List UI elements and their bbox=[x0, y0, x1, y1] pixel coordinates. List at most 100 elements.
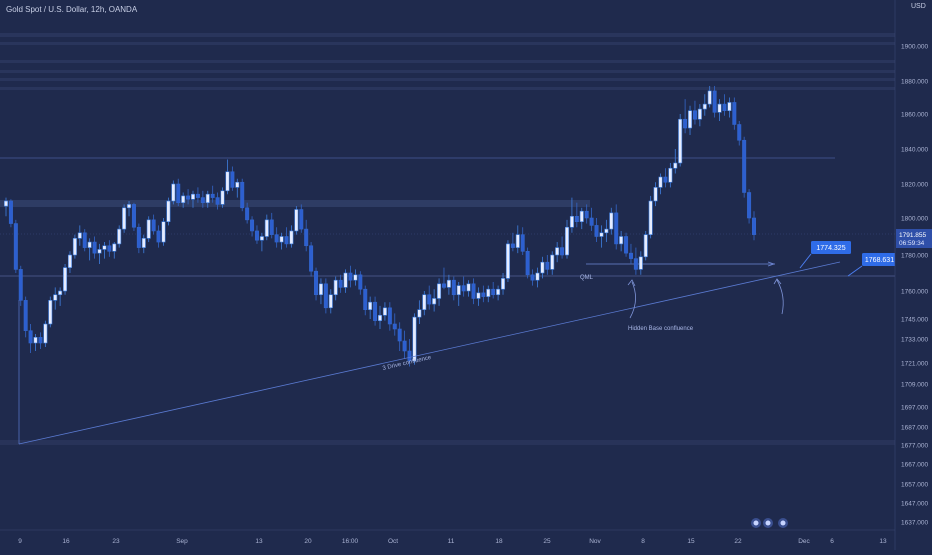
currency-label[interactable]: USD bbox=[911, 3, 926, 10]
candle[interactable] bbox=[505, 240, 510, 282]
candle[interactable] bbox=[402, 330, 407, 359]
candle[interactable] bbox=[550, 251, 555, 275]
candle[interactable] bbox=[72, 234, 77, 259]
candle[interactable] bbox=[191, 190, 196, 208]
candle[interactable] bbox=[427, 285, 432, 310]
candle[interactable] bbox=[525, 247, 530, 279]
candle[interactable] bbox=[441, 267, 446, 290]
candle[interactable] bbox=[589, 207, 594, 231]
candle[interactable] bbox=[604, 219, 609, 243]
candle[interactable] bbox=[63, 264, 68, 295]
candle[interactable] bbox=[609, 207, 614, 235]
candle[interactable] bbox=[481, 285, 486, 303]
candle[interactable] bbox=[43, 320, 48, 347]
candle[interactable] bbox=[377, 305, 382, 329]
candle[interactable] bbox=[53, 287, 58, 310]
candle[interactable] bbox=[530, 269, 535, 286]
candle[interactable] bbox=[407, 339, 412, 367]
candle[interactable] bbox=[117, 225, 122, 248]
candle[interactable] bbox=[707, 85, 712, 108]
candle[interactable] bbox=[38, 332, 43, 349]
candle[interactable] bbox=[299, 204, 304, 233]
candle[interactable] bbox=[156, 225, 161, 248]
trendline[interactable] bbox=[18, 261, 841, 445]
candle[interactable] bbox=[171, 180, 176, 205]
candle[interactable] bbox=[732, 97, 737, 130]
candle[interactable] bbox=[535, 267, 540, 288]
candle[interactable] bbox=[717, 99, 722, 121]
candle[interactable] bbox=[540, 256, 545, 279]
candle[interactable] bbox=[737, 121, 742, 146]
candle[interactable] bbox=[697, 104, 702, 127]
candle[interactable] bbox=[48, 296, 53, 328]
candle[interactable] bbox=[653, 182, 658, 207]
candle[interactable] bbox=[343, 269, 348, 293]
candle[interactable] bbox=[658, 173, 663, 195]
candle[interactable] bbox=[87, 238, 92, 261]
level-box[interactable]: 1768.631 bbox=[847, 253, 897, 277]
candle[interactable] bbox=[501, 273, 506, 295]
candle[interactable] bbox=[230, 166, 235, 191]
candle[interactable] bbox=[614, 204, 619, 250]
candle[interactable] bbox=[136, 223, 141, 254]
candle[interactable] bbox=[18, 265, 23, 306]
candle[interactable] bbox=[363, 285, 368, 316]
candle[interactable] bbox=[545, 255, 550, 275]
event-icon[interactable] bbox=[751, 518, 761, 528]
candle[interactable] bbox=[200, 190, 205, 208]
candle[interactable] bbox=[92, 236, 97, 259]
candle[interactable] bbox=[67, 251, 72, 273]
candle[interactable] bbox=[338, 274, 343, 293]
candle[interactable] bbox=[412, 313, 417, 365]
candle[interactable] bbox=[648, 195, 653, 239]
candle[interactable] bbox=[486, 285, 491, 303]
candle[interactable] bbox=[638, 251, 643, 275]
candle[interactable] bbox=[205, 190, 210, 208]
candle[interactable] bbox=[663, 168, 668, 188]
candle[interactable] bbox=[304, 219, 309, 252]
candle[interactable] bbox=[628, 243, 633, 264]
candle[interactable] bbox=[751, 211, 756, 241]
candle[interactable] bbox=[284, 227, 289, 248]
candle[interactable] bbox=[210, 185, 215, 203]
candle[interactable] bbox=[235, 178, 240, 198]
candle[interactable] bbox=[515, 225, 520, 254]
candle[interactable] bbox=[314, 267, 319, 301]
candle[interactable] bbox=[727, 97, 732, 118]
candle[interactable] bbox=[456, 282, 461, 306]
candle[interactable] bbox=[496, 285, 501, 301]
candle[interactable] bbox=[358, 271, 363, 295]
candle[interactable] bbox=[668, 163, 673, 188]
candle[interactable] bbox=[131, 202, 136, 231]
candle[interactable] bbox=[323, 278, 328, 314]
candle[interactable] bbox=[112, 242, 117, 259]
candle[interactable] bbox=[417, 300, 422, 324]
level-box[interactable]: 1774.325 bbox=[799, 241, 851, 269]
candle[interactable] bbox=[97, 243, 102, 264]
candle[interactable] bbox=[353, 269, 358, 286]
candle[interactable] bbox=[633, 247, 638, 275]
candle[interactable] bbox=[373, 296, 378, 326]
candle[interactable] bbox=[245, 202, 250, 224]
candle[interactable] bbox=[102, 242, 107, 259]
candle[interactable] bbox=[692, 100, 697, 125]
candle[interactable] bbox=[166, 197, 171, 226]
candle[interactable] bbox=[368, 296, 373, 319]
candle[interactable] bbox=[476, 287, 481, 306]
candle[interactable] bbox=[387, 302, 392, 331]
candle[interactable] bbox=[599, 225, 604, 248]
price-axis[interactable] bbox=[895, 0, 932, 550]
candle[interactable] bbox=[422, 291, 427, 316]
candle[interactable] bbox=[289, 225, 294, 248]
candle[interactable] bbox=[348, 265, 353, 288]
candle[interactable] bbox=[397, 322, 402, 351]
candle[interactable] bbox=[451, 276, 456, 301]
candle[interactable] bbox=[432, 289, 437, 312]
candle[interactable] bbox=[579, 207, 584, 230]
candle[interactable] bbox=[259, 232, 264, 252]
candle[interactable] bbox=[122, 204, 127, 233]
candle[interactable] bbox=[328, 289, 333, 314]
candle[interactable] bbox=[8, 199, 13, 228]
candle[interactable] bbox=[13, 219, 18, 273]
candle[interactable] bbox=[673, 149, 678, 174]
